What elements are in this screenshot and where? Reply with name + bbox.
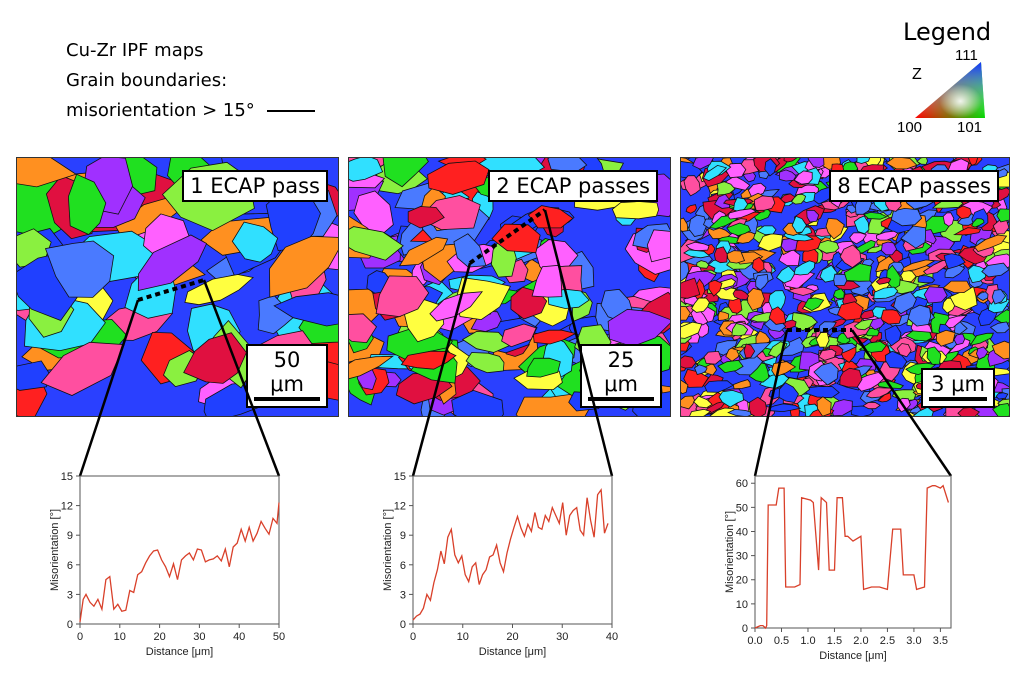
y-tick-label: 9 — [67, 530, 73, 542]
x-tick-label: 2.0 — [853, 635, 868, 647]
legend-corner-right: 101 — [957, 119, 982, 136]
x-tick-label: 3.5 — [933, 635, 948, 647]
x-tick-label: 20 — [506, 631, 518, 643]
y-tick-label: 0 — [67, 619, 73, 631]
y-tick-label: 3 — [400, 589, 406, 601]
legend-corner-left: 100 — [897, 119, 922, 136]
y-tick-label: 60 — [736, 478, 748, 490]
map-label: 2 ECAP passes — [488, 170, 658, 202]
y-tick-label: 12 — [394, 501, 406, 513]
misorientation-series-line — [79, 502, 280, 623]
ipf-map-3: 8 ECAP passes 3 μm — [680, 157, 1010, 417]
legend-corner-top: 111 — [955, 47, 978, 64]
y-axis-label: Misorientation [°] — [724, 511, 736, 593]
caption-line-3: misorientation > 15° — [66, 98, 315, 124]
x-tick-label: 2.5 — [880, 635, 895, 647]
x-tick-label: 50 — [273, 631, 285, 643]
x-tick-label: 20 — [153, 631, 165, 643]
x-tick-label: 40 — [606, 631, 618, 643]
x-tick-label: 1.5 — [827, 635, 842, 647]
plot-frame — [754, 475, 952, 629]
x-tick-label: 10 — [457, 631, 469, 643]
grain-boundary-line-sample — [266, 110, 315, 112]
y-axis-label: Misorientation [°] — [50, 509, 61, 591]
y-tick-label: 0 — [742, 623, 748, 635]
y-tick-label: 9 — [400, 530, 406, 542]
legend-axis-label: Z — [912, 66, 922, 83]
x-tick-label: 0 — [77, 631, 83, 643]
misorientation-chart-3: 0.0 0.5 1.0 1.5 2.0 2.5 3.0 3.5 0 10 20 30 40 50 60 Dis… — [724, 475, 952, 662]
x-axis-label: Distance [μm] — [479, 646, 546, 658]
map-label: 1 ECAP pass — [182, 170, 328, 202]
y-tick-label: 0 — [400, 619, 406, 631]
x-tick-label: 30 — [193, 631, 205, 643]
plot-frame — [412, 475, 613, 625]
x-axis-label: Distance [μm] — [146, 646, 213, 658]
x-tick-label: 0.5 — [774, 635, 789, 647]
x-tick-label: 1.0 — [800, 635, 815, 647]
misorientation-chart-1: 0 10 20 30 40 50 0 3 6 9 12 15 Distance [μm] Misorien… — [50, 471, 285, 658]
y-tick-label: 10 — [736, 599, 748, 611]
y-tick-label: 50 — [736, 502, 748, 514]
x-tick-label: 0.0 — [747, 635, 762, 647]
x-axis-label: Distance [μm] — [819, 650, 886, 662]
x-tick-label: 40 — [233, 631, 245, 643]
x-tick-label: 10 — [114, 631, 126, 643]
y-tick-label: 12 — [61, 501, 73, 513]
misorientation-chart-2: 0 10 20 30 40 0 3 6 9 12 15 Distance [μm] Misorienta… — [383, 471, 618, 658]
y-tick-label: 30 — [736, 551, 748, 563]
x-tick-label: 30 — [556, 631, 568, 643]
caption-line-3-text: misorientation > 15° — [66, 100, 255, 121]
y-tick-label: 40 — [736, 526, 748, 538]
map-label: 8 ECAP passes — [829, 170, 999, 202]
ipf-legend-triangle: Z 111 100 101 — [897, 47, 985, 136]
y-tick-label: 3 — [67, 589, 73, 601]
y-tick-label: 20 — [736, 575, 748, 587]
misorientation-series-line — [412, 487, 609, 621]
plot-frame — [79, 475, 280, 625]
x-tick-label: 3.0 — [906, 635, 921, 647]
y-tick-label: 15 — [61, 471, 73, 483]
y-tick-label: 6 — [67, 560, 73, 572]
x-tick-label: 0 — [410, 631, 416, 643]
caption-line-1: Cu-Zr IPF maps — [66, 40, 204, 61]
y-tick-label: 6 — [400, 560, 406, 572]
caption-line-2: Grain boundaries: — [66, 70, 228, 91]
legend-title: Legend — [903, 18, 992, 46]
y-tick-label: 15 — [394, 471, 406, 483]
misorientation-series-line — [754, 484, 950, 630]
y-axis-label: Misorientation [°] — [383, 509, 394, 591]
